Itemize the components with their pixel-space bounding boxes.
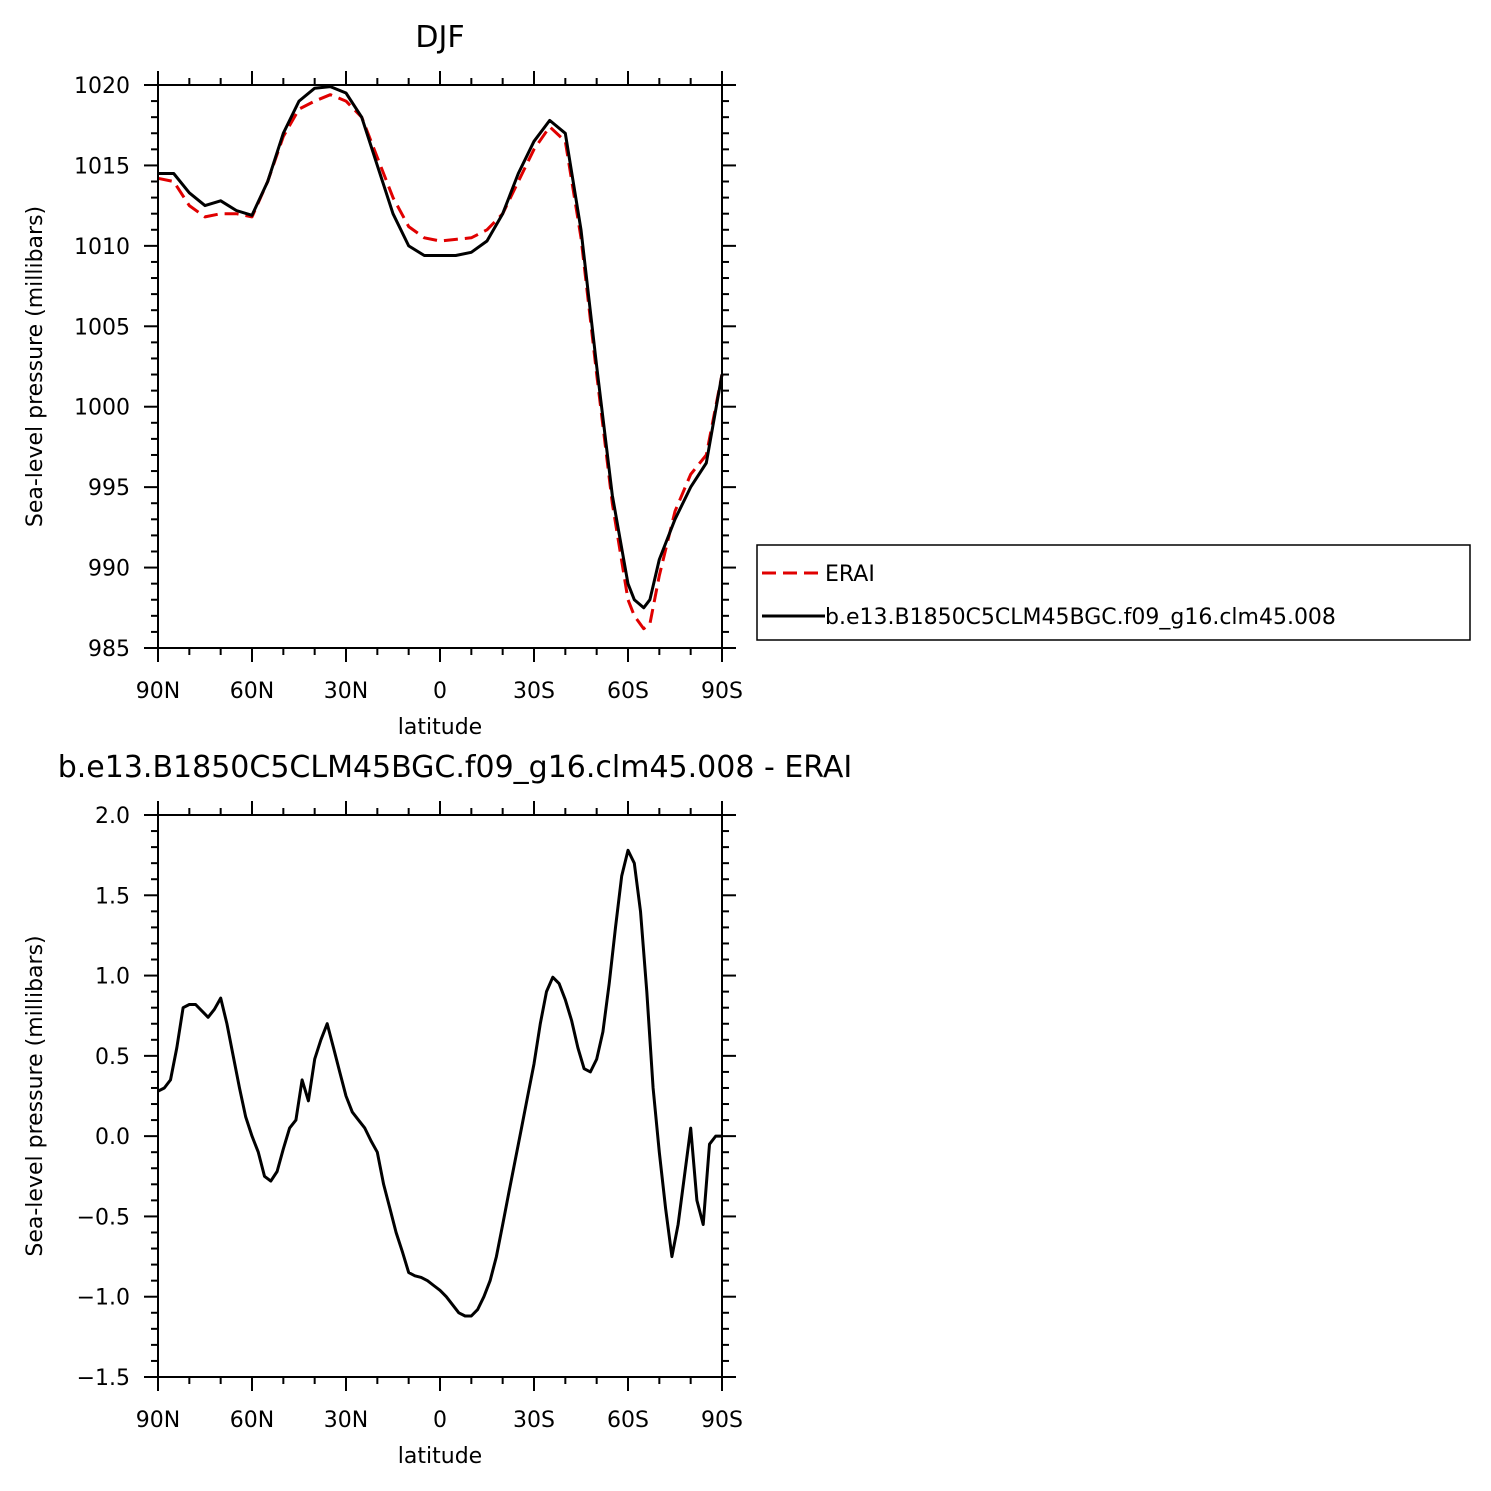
y-tick-label: 1020 (74, 74, 130, 99)
top-panel-series (157, 85, 724, 631)
x-tick-label: 0 (433, 1408, 447, 1433)
x-tick-label: 60N (230, 1408, 274, 1433)
bottom-panel-title: b.e13.B1850C5CLM45BGC.f09_g16.clm45.008 … (58, 750, 853, 785)
y-tick-label: 990 (88, 557, 130, 582)
x-tick-label: 90N (136, 1408, 180, 1433)
x-tick-label: 90S (701, 679, 743, 704)
legend-label-erai: ERAI (825, 562, 875, 587)
x-tick-label: 90S (701, 1408, 743, 1433)
bottom-panel-frame (157, 814, 723, 1378)
y-tick-label: 1.5 (95, 884, 130, 909)
bottom-panel-ylabel: Sea-level pressure (millibars) (23, 935, 48, 1256)
y-tick-label: 985 (88, 637, 130, 662)
x-tick-label: 60S (607, 1408, 649, 1433)
top-panel-ticks: 90N 60N 30N 0 30S 60S 90S 985 990 995 1000 1005 1010… (74, 71, 743, 704)
x-tick-label: 90N (136, 679, 180, 704)
x-tick-label: 30N (324, 1408, 368, 1433)
y-tick-label: 1000 (74, 396, 130, 421)
y-tick-label: 0.0 (95, 1125, 130, 1150)
bottom-panel: b.e13.B1850C5CLM45BGC.f09_g16.clm45.008 … (23, 750, 852, 1469)
y-tick-label: 1015 (74, 154, 130, 179)
y-tick-label: 2.0 (95, 804, 130, 829)
legend: ERAI b.e13.B1850C5CLM45BGC.f09_g16.clm45… (756, 544, 1471, 641)
y-tick-label: 1.0 (95, 965, 130, 990)
top-panel-frame (157, 84, 723, 649)
x-tick-label: 60N (230, 679, 274, 704)
series-line-0-1 (158, 85, 724, 610)
x-tick-label: 60S (607, 679, 649, 704)
x-tick-label: 30N (324, 679, 368, 704)
top-panel-ylabel: Sea-level pressure (millibars) (23, 206, 48, 527)
bottom-panel-ticks: 90N 60N 30N 0 30S 60S 90S −1.5 −1.0 −0.5 0.0 0.5 1.0… (77, 801, 743, 1433)
x-tick-label: 0 (433, 679, 447, 704)
x-tick-label: 30S (513, 679, 555, 704)
top-panel-xlabel: latitude (398, 715, 482, 740)
legend-box (756, 544, 1471, 641)
y-tick-label: 1010 (74, 235, 130, 260)
x-tick-label: 30S (513, 1408, 555, 1433)
series-line-0-0 (157, 93, 724, 631)
bottom-panel-series (157, 848, 722, 1318)
y-tick-label: −1.5 (77, 1366, 130, 1391)
series-line-1-0 (157, 848, 722, 1318)
bottom-panel-xlabel: latitude (398, 1444, 482, 1469)
y-tick-label: 995 (88, 476, 130, 501)
top-panel-title: DJF (415, 20, 464, 55)
legend-label-model: b.e13.B1850C5CLM45BGC.f09_g16.clm45.008 (825, 605, 1336, 630)
top-panel: DJF latitude Sea-level pressure (milliba… (23, 20, 743, 740)
y-tick-label: 1005 (74, 315, 130, 340)
y-tick-label: −0.5 (77, 1205, 130, 1230)
y-tick-label: −1.0 (77, 1286, 130, 1311)
y-tick-label: 0.5 (95, 1045, 130, 1070)
